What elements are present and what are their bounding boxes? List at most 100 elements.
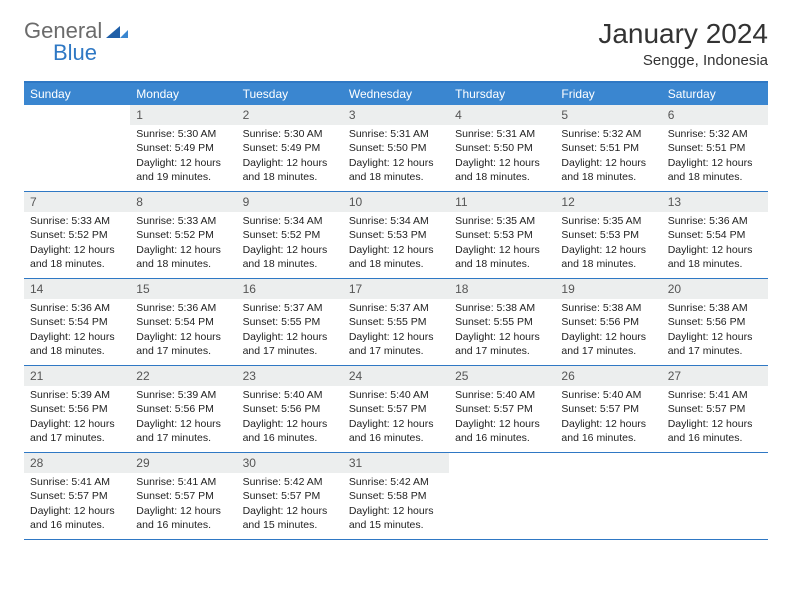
day-cell: 25Sunrise: 5:40 AMSunset: 5:57 PMDayligh…	[449, 366, 555, 452]
sunset-text: Sunset: 5:52 PM	[30, 228, 124, 242]
day-cell: 2Sunrise: 5:30 AMSunset: 5:49 PMDaylight…	[237, 105, 343, 191]
day-cell: 26Sunrise: 5:40 AMSunset: 5:57 PMDayligh…	[555, 366, 661, 452]
day-cell: 23Sunrise: 5:40 AMSunset: 5:56 PMDayligh…	[237, 366, 343, 452]
daylight-text: Daylight: 12 hours and 18 minutes.	[349, 243, 443, 271]
day-body: Sunrise: 5:30 AMSunset: 5:49 PMDaylight:…	[130, 125, 236, 188]
day-body: Sunrise: 5:40 AMSunset: 5:57 PMDaylight:…	[449, 386, 555, 449]
sunrise-text: Sunrise: 5:40 AM	[243, 388, 337, 402]
day-number: 18	[449, 279, 555, 299]
weekday-thursday: Thursday	[449, 83, 555, 105]
daylight-text: Daylight: 12 hours and 17 minutes.	[561, 330, 655, 358]
sunrise-text: Sunrise: 5:34 AM	[349, 214, 443, 228]
day-body: Sunrise: 5:37 AMSunset: 5:55 PMDaylight:…	[237, 299, 343, 362]
daylight-text: Daylight: 12 hours and 18 minutes.	[243, 243, 337, 271]
sunset-text: Sunset: 5:56 PM	[30, 402, 124, 416]
logo-text-blue: Blue	[53, 40, 97, 66]
sunrise-text: Sunrise: 5:40 AM	[349, 388, 443, 402]
sunrise-text: Sunrise: 5:32 AM	[561, 127, 655, 141]
sunset-text: Sunset: 5:53 PM	[349, 228, 443, 242]
day-cell: 13Sunrise: 5:36 AMSunset: 5:54 PMDayligh…	[662, 192, 768, 278]
sunrise-text: Sunrise: 5:40 AM	[455, 388, 549, 402]
day-cell: 8Sunrise: 5:33 AMSunset: 5:52 PMDaylight…	[130, 192, 236, 278]
week-row: 7Sunrise: 5:33 AMSunset: 5:52 PMDaylight…	[24, 192, 768, 279]
day-body: Sunrise: 5:36 AMSunset: 5:54 PMDaylight:…	[662, 212, 768, 275]
weekday-monday: Monday	[130, 83, 236, 105]
day-cell: 12Sunrise: 5:35 AMSunset: 5:53 PMDayligh…	[555, 192, 661, 278]
daylight-text: Daylight: 12 hours and 18 minutes.	[349, 156, 443, 184]
daylight-text: Daylight: 12 hours and 18 minutes.	[668, 156, 762, 184]
day-cell	[449, 453, 555, 539]
day-cell	[24, 105, 130, 191]
day-number: 24	[343, 366, 449, 386]
sunrise-text: Sunrise: 5:35 AM	[561, 214, 655, 228]
day-body: Sunrise: 5:34 AMSunset: 5:53 PMDaylight:…	[343, 212, 449, 275]
day-cell: 20Sunrise: 5:38 AMSunset: 5:56 PMDayligh…	[662, 279, 768, 365]
day-body: Sunrise: 5:40 AMSunset: 5:56 PMDaylight:…	[237, 386, 343, 449]
day-body: Sunrise: 5:35 AMSunset: 5:53 PMDaylight:…	[555, 212, 661, 275]
sunrise-text: Sunrise: 5:36 AM	[30, 301, 124, 315]
sunset-text: Sunset: 5:51 PM	[561, 141, 655, 155]
header: General Blue January 2024 Sengge, Indone…	[24, 18, 768, 69]
sunset-text: Sunset: 5:57 PM	[668, 402, 762, 416]
weekday-saturday: Saturday	[662, 83, 768, 105]
day-cell: 30Sunrise: 5:42 AMSunset: 5:57 PMDayligh…	[237, 453, 343, 539]
month-title: January 2024	[598, 18, 768, 50]
daylight-text: Daylight: 12 hours and 16 minutes.	[243, 417, 337, 445]
daylight-text: Daylight: 12 hours and 18 minutes.	[30, 330, 124, 358]
page: General Blue January 2024 Sengge, Indone…	[0, 0, 792, 540]
day-cell: 18Sunrise: 5:38 AMSunset: 5:55 PMDayligh…	[449, 279, 555, 365]
weekday-sunday: Sunday	[24, 83, 130, 105]
day-cell: 22Sunrise: 5:39 AMSunset: 5:56 PMDayligh…	[130, 366, 236, 452]
day-number: 20	[662, 279, 768, 299]
sunrise-text: Sunrise: 5:42 AM	[243, 475, 337, 489]
day-cell	[662, 453, 768, 539]
daylight-text: Daylight: 12 hours and 17 minutes.	[136, 417, 230, 445]
calendar: Sunday Monday Tuesday Wednesday Thursday…	[24, 81, 768, 540]
day-cell: 29Sunrise: 5:41 AMSunset: 5:57 PMDayligh…	[130, 453, 236, 539]
day-cell: 1Sunrise: 5:30 AMSunset: 5:49 PMDaylight…	[130, 105, 236, 191]
day-cell: 3Sunrise: 5:31 AMSunset: 5:50 PMDaylight…	[343, 105, 449, 191]
sunrise-text: Sunrise: 5:31 AM	[455, 127, 549, 141]
sunset-text: Sunset: 5:57 PM	[243, 489, 337, 503]
weekday-row: Sunday Monday Tuesday Wednesday Thursday…	[24, 83, 768, 105]
day-cell: 5Sunrise: 5:32 AMSunset: 5:51 PMDaylight…	[555, 105, 661, 191]
sunset-text: Sunset: 5:52 PM	[136, 228, 230, 242]
sunrise-text: Sunrise: 5:38 AM	[668, 301, 762, 315]
sunrise-text: Sunrise: 5:41 AM	[136, 475, 230, 489]
day-cell: 17Sunrise: 5:37 AMSunset: 5:55 PMDayligh…	[343, 279, 449, 365]
day-cell: 28Sunrise: 5:41 AMSunset: 5:57 PMDayligh…	[24, 453, 130, 539]
sunset-text: Sunset: 5:56 PM	[668, 315, 762, 329]
day-cell: 7Sunrise: 5:33 AMSunset: 5:52 PMDaylight…	[24, 192, 130, 278]
day-cell: 6Sunrise: 5:32 AMSunset: 5:51 PMDaylight…	[662, 105, 768, 191]
weekday-wednesday: Wednesday	[343, 83, 449, 105]
sunset-text: Sunset: 5:49 PM	[136, 141, 230, 155]
day-cell: 24Sunrise: 5:40 AMSunset: 5:57 PMDayligh…	[343, 366, 449, 452]
day-number: 12	[555, 192, 661, 212]
day-cell: 4Sunrise: 5:31 AMSunset: 5:50 PMDaylight…	[449, 105, 555, 191]
day-body: Sunrise: 5:39 AMSunset: 5:56 PMDaylight:…	[24, 386, 130, 449]
sunrise-text: Sunrise: 5:42 AM	[349, 475, 443, 489]
day-body: Sunrise: 5:38 AMSunset: 5:56 PMDaylight:…	[555, 299, 661, 362]
day-cell: 21Sunrise: 5:39 AMSunset: 5:56 PMDayligh…	[24, 366, 130, 452]
daylight-text: Daylight: 12 hours and 18 minutes.	[455, 243, 549, 271]
day-number: 16	[237, 279, 343, 299]
day-number: 27	[662, 366, 768, 386]
day-number: 19	[555, 279, 661, 299]
day-body: Sunrise: 5:41 AMSunset: 5:57 PMDaylight:…	[662, 386, 768, 449]
day-body: Sunrise: 5:40 AMSunset: 5:57 PMDaylight:…	[555, 386, 661, 449]
sunset-text: Sunset: 5:57 PM	[30, 489, 124, 503]
sunset-text: Sunset: 5:50 PM	[349, 141, 443, 155]
daylight-text: Daylight: 12 hours and 18 minutes.	[243, 156, 337, 184]
sunrise-text: Sunrise: 5:37 AM	[349, 301, 443, 315]
daylight-text: Daylight: 12 hours and 17 minutes.	[455, 330, 549, 358]
day-body: Sunrise: 5:37 AMSunset: 5:55 PMDaylight:…	[343, 299, 449, 362]
sunset-text: Sunset: 5:51 PM	[668, 141, 762, 155]
day-body: Sunrise: 5:38 AMSunset: 5:55 PMDaylight:…	[449, 299, 555, 362]
logo: General Blue	[24, 18, 130, 44]
daylight-text: Daylight: 12 hours and 16 minutes.	[30, 504, 124, 532]
day-number: 8	[130, 192, 236, 212]
day-body: Sunrise: 5:35 AMSunset: 5:53 PMDaylight:…	[449, 212, 555, 275]
day-number: 25	[449, 366, 555, 386]
daylight-text: Daylight: 12 hours and 18 minutes.	[561, 243, 655, 271]
sunset-text: Sunset: 5:57 PM	[561, 402, 655, 416]
